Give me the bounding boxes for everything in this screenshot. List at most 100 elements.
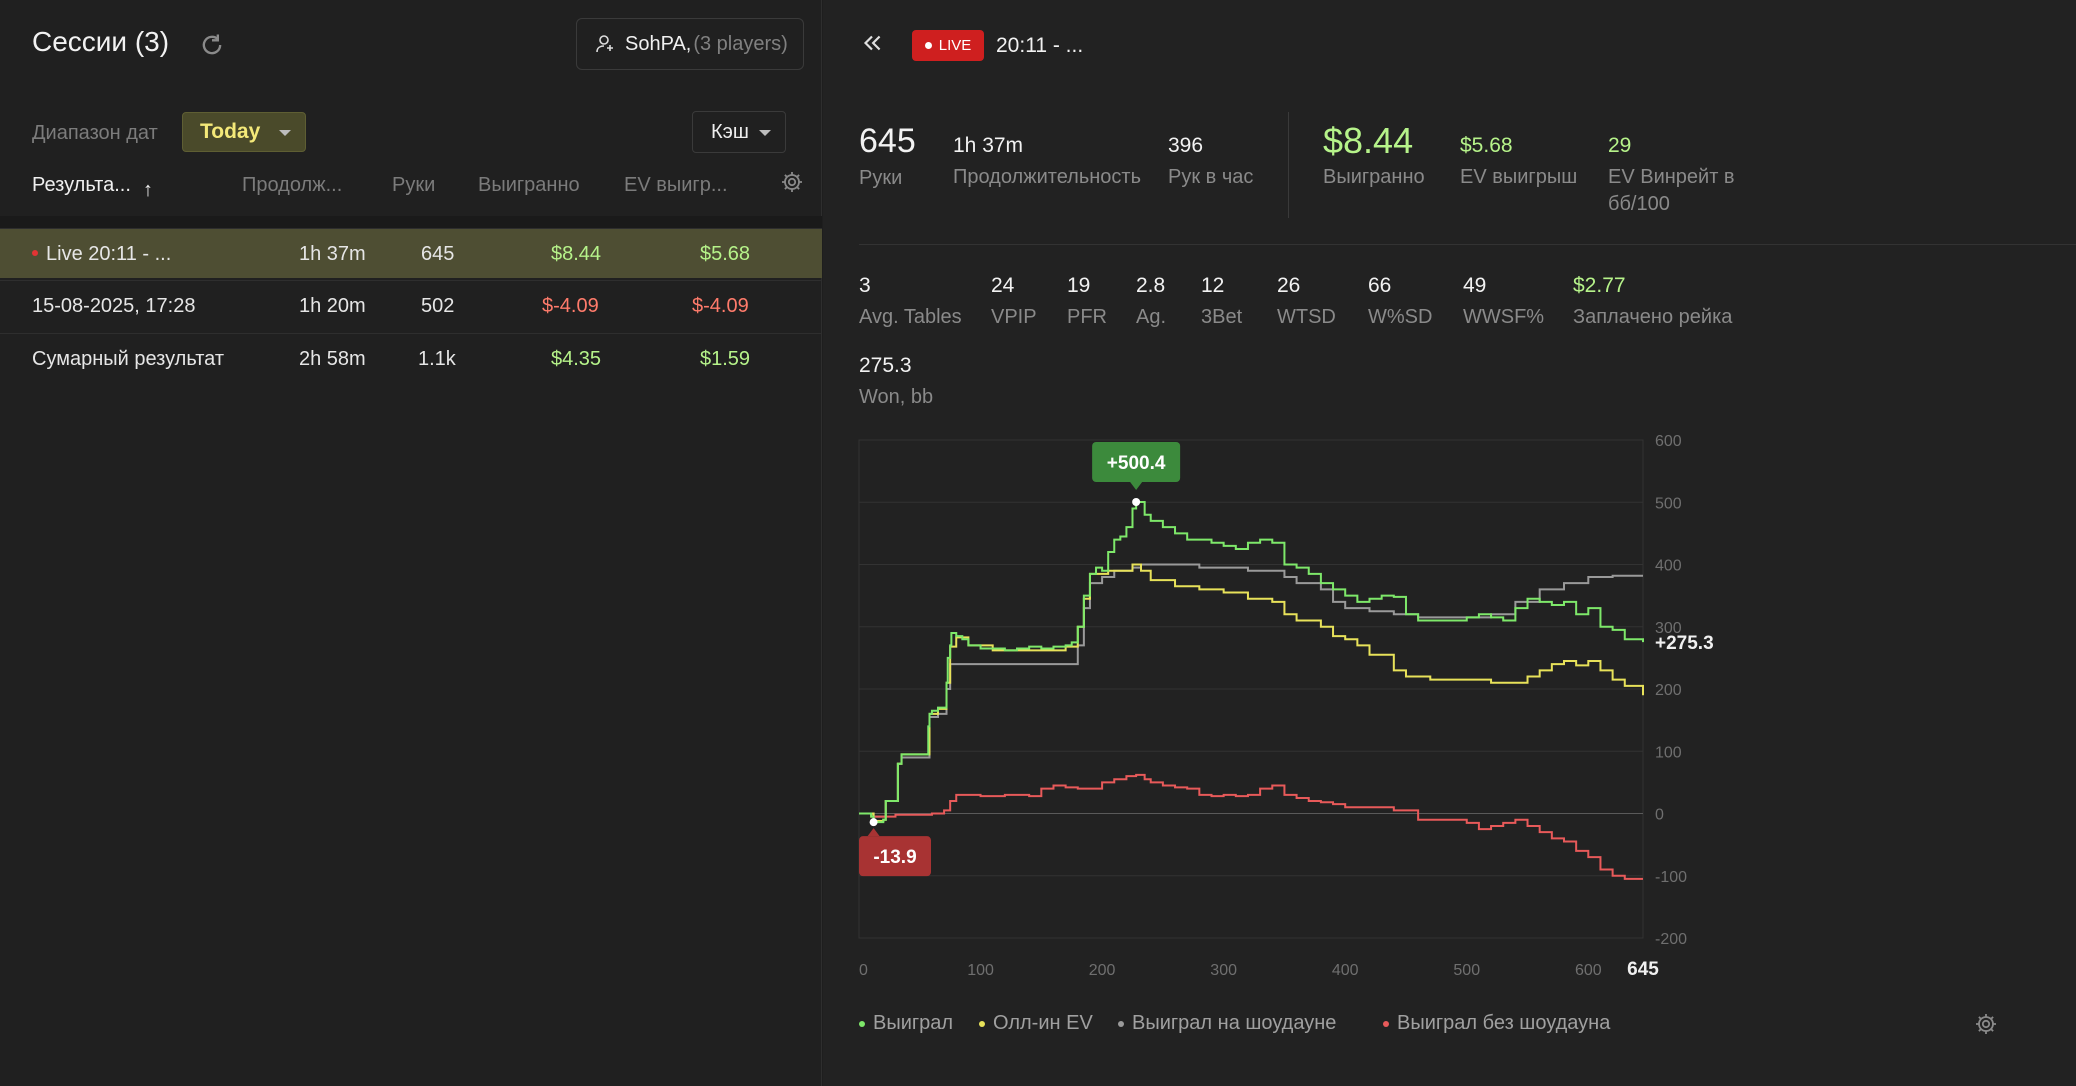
stat-value: 29 <box>1608 134 1632 157</box>
gear-icon[interactable] <box>780 170 804 194</box>
x-tick-label: 100 <box>967 962 994 979</box>
stat-pfr: 19 PFR <box>1067 274 1107 331</box>
chevron-down-icon <box>279 130 291 136</box>
stat-label: Ag. <box>1136 306 1167 328</box>
stat-value: 2.8 <box>1136 274 1166 297</box>
legend-item-won[interactable]: Выиграл <box>859 1012 953 1035</box>
stat-hands: 645 Руки <box>859 122 916 192</box>
sessions-panel: Сессии (3) SohPA, (3 players) Диапазон д… <box>0 0 822 1086</box>
session-name: 15-08-2025, 17:28 <box>32 295 196 317</box>
stat-value: 3 <box>859 274 871 297</box>
stat-value: 66 <box>1368 274 1392 297</box>
stat-label: VPIP <box>991 306 1037 328</box>
legend-label: Олл-ин EV <box>993 1012 1093 1034</box>
series-line-won <box>859 501 1644 824</box>
stat-label: Руки <box>859 167 903 189</box>
max-label-pointer <box>1130 482 1143 491</box>
game-type-select[interactable]: Кэш <box>692 111 786 153</box>
max-label-box <box>1092 442 1181 483</box>
legend-dot-icon <box>1383 1020 1389 1027</box>
column-header-result[interactable]: Результа... <box>32 174 131 196</box>
stat-3bet: 12 3Bet <box>1201 274 1242 331</box>
y-tick-label: -100 <box>1655 869 1687 886</box>
session-duration: 1h 37m <box>299 243 366 265</box>
series-line-won-no-showdown <box>859 773 1643 880</box>
table-row[interactable]: Live 20:11 - ... 1h 37m 645 $8.44 $5.68 <box>0 228 822 278</box>
legend-dot-icon <box>979 1020 985 1027</box>
summary-won: $4.35 <box>551 348 602 370</box>
stat-value: 396 <box>1168 134 1204 157</box>
x-tick-label: 500 <box>1453 962 1480 979</box>
winnings-chart[interactable]: 600 500 400 300 200 100 0 -100 -200 0 100 200 300 400… <box>823 420 2076 980</box>
summary-duration: 2h 58m <box>299 348 366 370</box>
table-row[interactable]: 15-08-2025, 17:28 1h 20m 502 $-4.09 $-4.… <box>0 280 822 330</box>
stat-aggression: 2.8 Ag. <box>1136 274 1166 331</box>
stat-value: $8.44 <box>1323 120 1414 161</box>
summary-hands: 1.1k <box>418 348 456 370</box>
y-tick-label: 300 <box>1655 620 1682 637</box>
y-tick-label: 400 <box>1655 558 1682 575</box>
min-label-pointer <box>867 828 880 837</box>
y-tick-label: 600 <box>1655 433 1682 450</box>
min-label-box <box>859 836 931 877</box>
session-name: Live 20:11 - ... <box>46 243 172 265</box>
live-indicator-icon <box>32 249 38 256</box>
summary-name: Сумарный результат <box>32 348 224 370</box>
date-range-label: Диапазон дат <box>32 122 158 144</box>
user-icon <box>596 35 613 53</box>
stat-ev-won: $5.68 EV выигрыш <box>1460 134 1577 191</box>
stat-label: W%SD <box>1368 306 1433 328</box>
stat-label: Рук в час <box>1168 166 1254 188</box>
chevron-down-icon <box>759 130 771 136</box>
stat-label: WTSD <box>1277 306 1336 328</box>
stat-value: 49 <box>1463 274 1487 297</box>
y-tick-label: 200 <box>1655 682 1682 699</box>
stat-value: 1h 37m <box>953 134 1024 157</box>
stat-ev-winrate: 29 EV Винрейт в бб/100 <box>1608 134 1735 218</box>
session-ev-won: $-4.09 <box>692 295 749 317</box>
stat-label: Выигранно <box>1323 166 1425 188</box>
stat-vpip: 24 VPIP <box>991 274 1037 331</box>
stat-value: 275.3 <box>859 354 912 377</box>
game-type-value: Кэш <box>711 120 749 143</box>
column-header-hands[interactable]: Руки <box>392 174 436 196</box>
stat-label: EV выигрыш <box>1460 166 1578 188</box>
column-header-won[interactable]: Выигранно <box>478 174 580 196</box>
x-max-label: 645 <box>1627 959 1659 980</box>
session-hands: 645 <box>421 243 455 265</box>
stat-value: 26 <box>1277 274 1301 297</box>
column-header-ev-won[interactable]: EV выигр... <box>624 174 728 196</box>
column-header-duration[interactable]: Продолж... <box>242 174 343 196</box>
legend-item-allin-ev[interactable]: Олл-ин EV <box>979 1012 1093 1035</box>
session-ev-won: $5.68 <box>700 243 751 265</box>
stat-hands-per-hour: 396 Рук в час <box>1168 134 1253 191</box>
legend-label: Выиграл без шоудауна <box>1397 1012 1611 1034</box>
y-tick-label: -200 <box>1655 931 1687 948</box>
refresh-icon[interactable] <box>198 31 226 59</box>
stat-duration: 1h 37m Продолжительность <box>953 134 1141 191</box>
live-badge: LIVE <box>912 30 984 61</box>
session-duration: 1h 20m <box>299 295 366 317</box>
stat-avg-tables: 3 Avg. Tables <box>859 274 962 331</box>
y-tick-label: 0 <box>1655 807 1664 824</box>
player-name: SohPA, <box>625 32 692 55</box>
stat-won-bb: 275.3 Won, bb <box>859 354 933 411</box>
legend-item-won-showdown[interactable]: Выиграл на шоудауне <box>1118 1012 1336 1035</box>
stat-won: $8.44 Выигранно <box>1323 120 1425 191</box>
max-label: +500.4 <box>1107 453 1166 474</box>
date-range-select[interactable]: Today <box>182 112 306 152</box>
min-label: -13.9 <box>873 847 916 868</box>
chart-settings-gear-icon[interactable] <box>1974 1012 1998 1036</box>
legend-dot-icon <box>859 1020 865 1027</box>
stat-label: Won, bb <box>859 386 934 408</box>
stat-label: PFR <box>1067 306 1107 328</box>
stat-wwsf: 49 WWSF% <box>1463 274 1544 331</box>
table-row-summary: Сумарный результат 2h 58m 1.1k $4.35 $1.… <box>0 333 822 383</box>
series-line-won-showdown <box>859 563 1643 818</box>
player-selector-button[interactable]: SohPA, (3 players) <box>576 18 804 70</box>
stat-value: 645 <box>859 122 916 160</box>
stat-label: WWSF% <box>1463 306 1545 328</box>
sort-ascending-icon[interactable]: ↑ <box>143 179 153 201</box>
double-chevron-left-icon[interactable] <box>859 30 885 56</box>
legend-item-won-no-showdown[interactable]: Выиграл без шоудауна <box>1383 1012 1610 1035</box>
